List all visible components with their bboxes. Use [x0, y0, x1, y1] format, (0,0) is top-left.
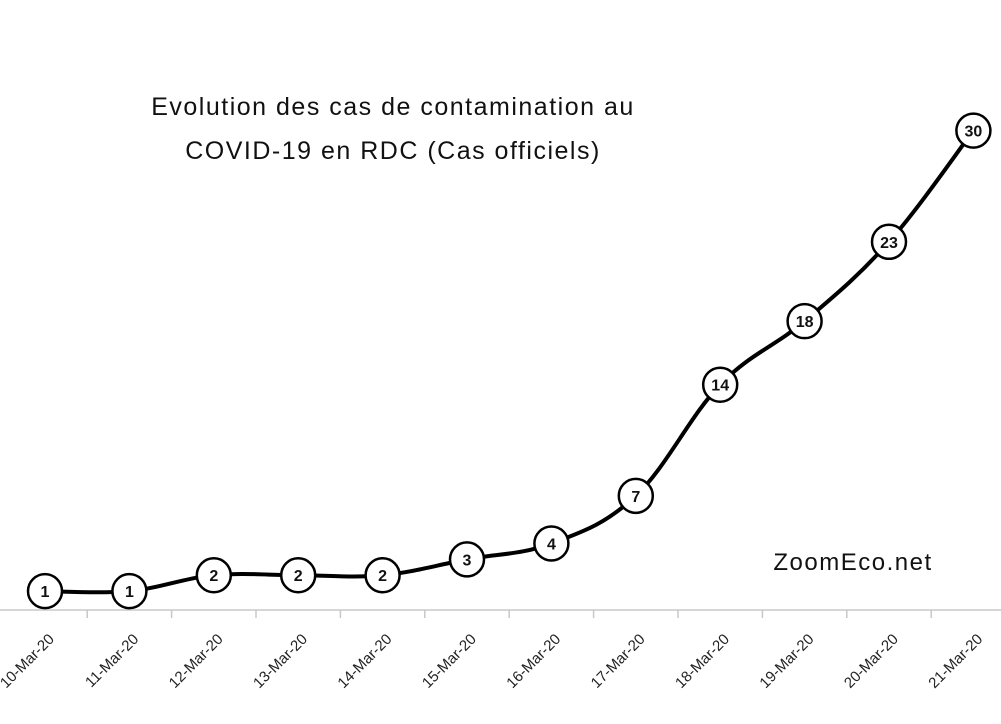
x-tick-label: 18-Mar-20 — [672, 631, 733, 692]
data-label: 2 — [378, 568, 387, 585]
data-label: 2 — [209, 568, 218, 585]
x-tick-label: 10-Mar-20 — [0, 631, 58, 692]
series-line — [43, 128, 976, 595]
data-point-marker — [533, 525, 570, 562]
data-point: 23 — [870, 223, 908, 261]
data-label: 7 — [631, 489, 640, 506]
data-label: 14 — [711, 378, 729, 395]
data-point: 14 — [701, 366, 739, 403]
data-point-marker — [364, 556, 401, 594]
x-axis-ticks — [86, 610, 932, 618]
data-point-marker — [111, 572, 148, 610]
data-point: 1 — [26, 572, 64, 610]
data-label: 3 — [463, 552, 472, 569]
chart-title: Evolution des cas de contamination au CO… — [151, 93, 635, 165]
x-tick-label: 17-Mar-20 — [588, 631, 649, 692]
data-point-marker — [701, 366, 739, 403]
data-label: 4 — [547, 536, 556, 553]
data-point-marker — [786, 302, 823, 340]
data-point-marker — [617, 477, 655, 515]
data-point-marker — [870, 223, 908, 261]
x-tick-label: 13-Mar-20 — [250, 631, 311, 692]
x-tick-label: 15-Mar-20 — [419, 631, 480, 692]
chart-title-line-1: Evolution des cas de contamination au — [151, 93, 635, 121]
data-point-marker — [279, 556, 317, 594]
x-tick-label: 19-Mar-20 — [756, 631, 817, 692]
chart-title-line-2: COVID-19 en RDC (Cas officiels) — [185, 137, 601, 165]
data-point-marker — [26, 572, 64, 610]
watermark-text: ZoomEco.net — [773, 549, 932, 576]
x-tick-label: 20-Mar-20 — [841, 631, 902, 692]
x-tick-label: 11-Mar-20 — [82, 631, 142, 691]
x-tick-label: 16-Mar-20 — [503, 631, 564, 692]
data-label: 18 — [796, 314, 814, 331]
data-point: 4 — [533, 525, 570, 562]
data-point: 18 — [786, 302, 823, 340]
data-point-marker — [448, 541, 486, 578]
data-point-marker — [195, 556, 233, 594]
data-label: 1 — [41, 584, 50, 601]
data-label: 2 — [294, 568, 303, 585]
data-point: 2 — [279, 556, 317, 594]
data-point: 1 — [111, 572, 148, 610]
data-label: 30 — [965, 124, 983, 141]
data-point: 2 — [364, 556, 401, 594]
x-tick-label: 12-Mar-20 — [166, 631, 227, 692]
x-tick-label: 21-Mar-20 — [925, 631, 986, 692]
data-point: 30 — [955, 112, 992, 149]
data-label: 1 — [125, 584, 134, 601]
data-point-marker — [955, 112, 992, 149]
data-point: 3 — [448, 541, 486, 578]
data-point: 2 — [195, 556, 233, 594]
data-point: 7 — [617, 477, 655, 515]
data-label: 23 — [880, 235, 898, 252]
x-tick-label: 14-Mar-20 — [334, 631, 395, 692]
x-axis-tick-labels: 10-Mar-20 11-Mar-20 12-Mar-20 13-Mar-20 14-M… — [0, 631, 986, 692]
